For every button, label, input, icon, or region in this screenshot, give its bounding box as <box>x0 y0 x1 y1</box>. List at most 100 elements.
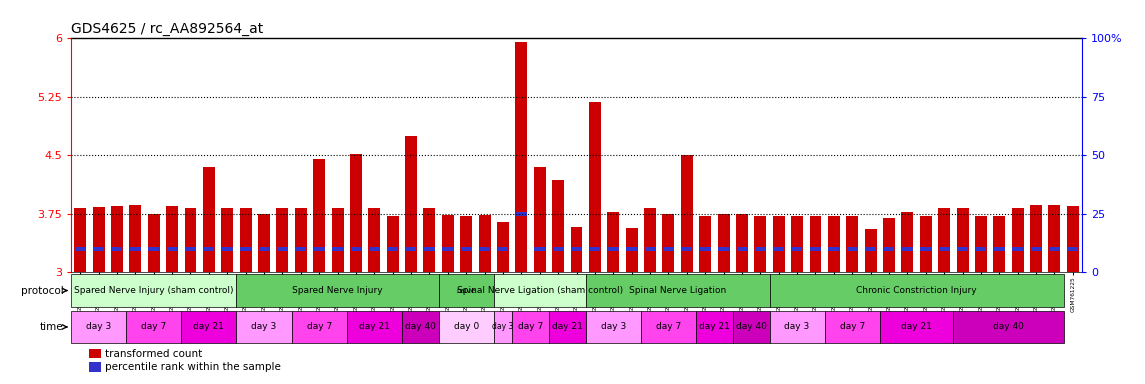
Bar <box>625 228 638 272</box>
Bar <box>516 212 527 216</box>
Text: day 7: day 7 <box>307 323 332 331</box>
Bar <box>586 274 769 307</box>
Text: day 3: day 3 <box>784 323 810 331</box>
Bar <box>901 212 914 272</box>
Text: day 21: day 21 <box>552 323 583 331</box>
Bar <box>829 247 839 251</box>
Text: day 3: day 3 <box>492 323 514 331</box>
Text: naive: naive <box>457 288 476 293</box>
Bar <box>864 230 877 272</box>
Bar <box>439 311 493 343</box>
Bar <box>769 274 1064 307</box>
Bar <box>184 209 197 272</box>
Bar <box>773 247 784 251</box>
Bar <box>847 247 858 251</box>
Bar <box>149 247 159 251</box>
Bar <box>350 154 362 272</box>
Bar <box>89 349 101 358</box>
Bar <box>828 216 839 272</box>
Text: transformed count: transformed count <box>105 349 203 359</box>
Bar <box>811 247 821 251</box>
Bar <box>93 247 104 251</box>
Bar <box>71 311 126 343</box>
Bar <box>332 209 343 272</box>
Bar <box>71 274 236 307</box>
Bar <box>571 247 582 251</box>
Bar <box>460 216 472 272</box>
Bar <box>866 247 876 251</box>
Bar <box>480 247 490 251</box>
Bar <box>733 311 769 343</box>
Bar <box>126 311 181 343</box>
Bar <box>350 247 362 251</box>
Bar <box>773 216 784 272</box>
Bar <box>535 247 545 251</box>
Text: Spared Nerve Injury: Spared Nerve Injury <box>292 286 382 295</box>
Bar <box>515 42 528 272</box>
Bar <box>236 311 292 343</box>
Bar <box>236 274 439 307</box>
Bar <box>939 247 949 251</box>
Bar <box>663 214 674 272</box>
Bar <box>846 216 859 272</box>
Bar <box>902 247 913 251</box>
Bar <box>994 216 1005 272</box>
Bar <box>590 247 600 251</box>
Bar <box>645 247 655 251</box>
Bar <box>718 247 729 251</box>
Bar <box>553 247 563 251</box>
Bar <box>512 311 548 343</box>
Text: percentile rank within the sample: percentile rank within the sample <box>105 362 282 372</box>
Bar <box>641 311 696 343</box>
Bar <box>552 180 564 272</box>
Bar <box>548 311 586 343</box>
Bar <box>442 247 453 251</box>
Bar <box>700 247 711 251</box>
Bar <box>129 247 141 251</box>
Bar <box>276 209 289 272</box>
Text: day 21: day 21 <box>901 323 932 331</box>
Bar <box>314 247 324 251</box>
Bar <box>314 159 325 272</box>
Bar <box>222 247 232 251</box>
Bar <box>956 209 969 272</box>
Bar <box>460 247 472 251</box>
Text: day 7: day 7 <box>656 323 681 331</box>
Bar <box>810 216 821 272</box>
Bar <box>586 311 641 343</box>
Bar <box>736 247 748 251</box>
Bar <box>369 209 380 272</box>
Bar <box>976 247 986 251</box>
Bar <box>919 216 932 272</box>
Bar <box>994 247 1004 251</box>
Bar <box>663 247 673 251</box>
Bar <box>879 311 954 343</box>
Bar <box>755 247 766 251</box>
Bar <box>294 209 307 272</box>
Bar <box>259 247 269 251</box>
Bar <box>1030 205 1042 272</box>
Text: day 40: day 40 <box>993 323 1024 331</box>
Bar <box>442 215 453 272</box>
Bar <box>498 247 508 251</box>
Bar <box>884 247 894 251</box>
Bar <box>89 362 101 372</box>
Text: time: time <box>40 322 63 332</box>
Bar <box>387 247 398 251</box>
Bar <box>167 247 177 251</box>
Bar <box>221 208 234 272</box>
Bar <box>402 311 439 343</box>
Text: GDS4625 / rc_AA892564_at: GDS4625 / rc_AA892564_at <box>71 22 263 36</box>
Bar <box>769 311 824 343</box>
Bar <box>534 167 546 272</box>
Text: day 21: day 21 <box>358 323 389 331</box>
Text: day 21: day 21 <box>698 323 729 331</box>
Bar <box>439 274 493 307</box>
Bar <box>424 247 435 251</box>
Bar <box>277 247 287 251</box>
Bar <box>166 206 179 272</box>
Bar <box>608 247 618 251</box>
Bar <box>938 209 950 272</box>
Text: Spared Nerve Injury (sham control): Spared Nerve Injury (sham control) <box>74 286 234 295</box>
Bar <box>111 247 123 251</box>
